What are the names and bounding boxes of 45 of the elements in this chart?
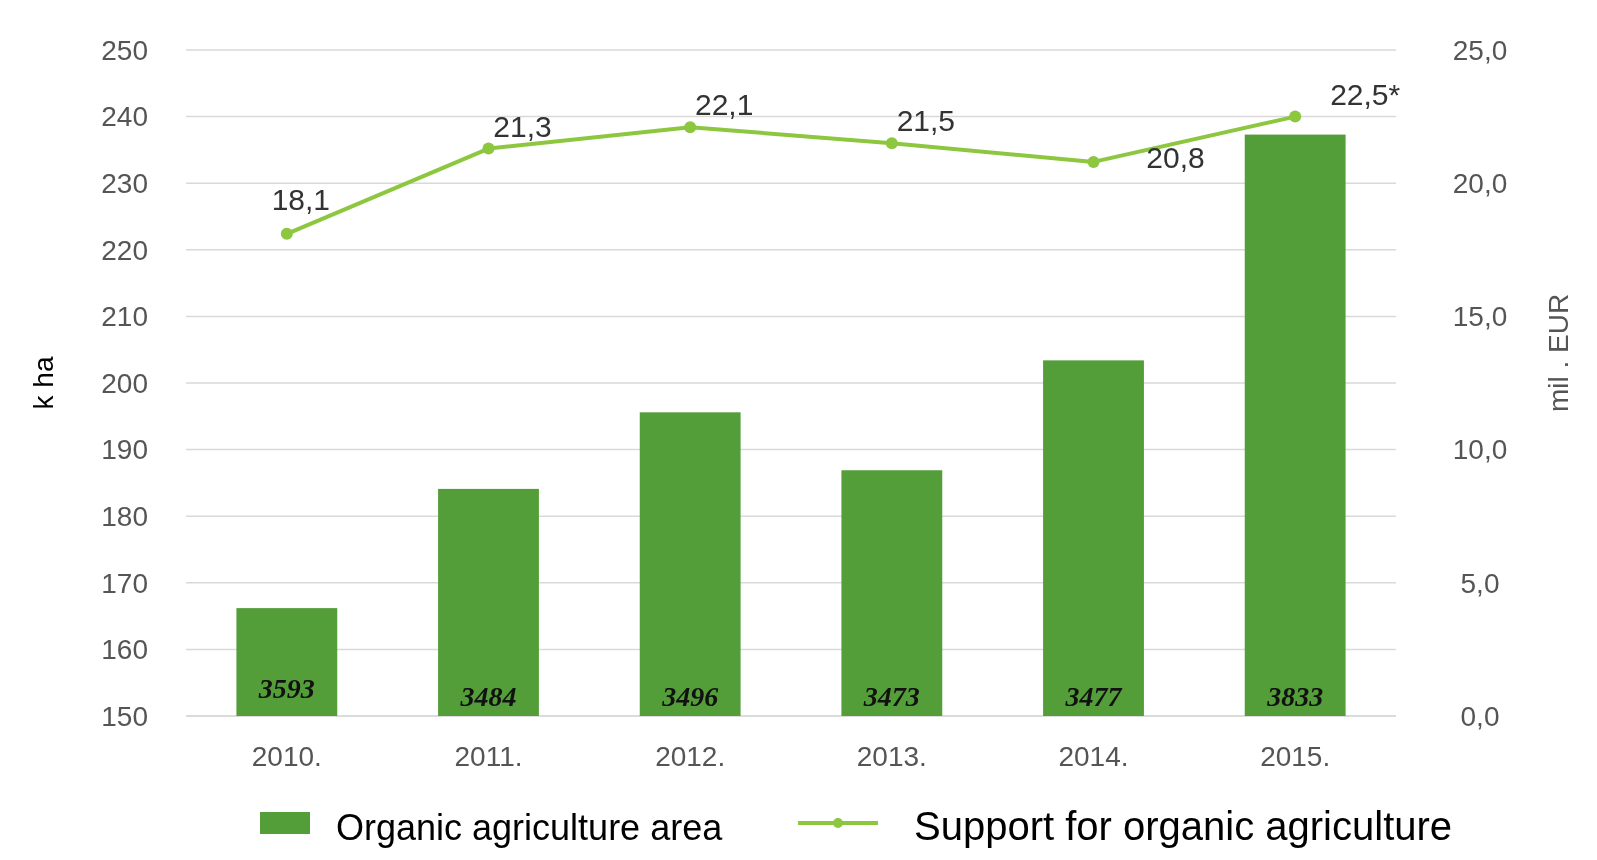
y-tick-label: 180 bbox=[101, 501, 148, 532]
annotation: 3496 bbox=[661, 681, 719, 712]
x-tick-label: 2010. bbox=[251, 741, 322, 772]
y2-tick-label: 15,0 bbox=[1452, 301, 1508, 333]
legend-label: Support for organic agriculture bbox=[914, 804, 1453, 848]
annotation: 3473 bbox=[862, 681, 920, 712]
data-label: 21,5 bbox=[896, 104, 956, 138]
point bbox=[885, 137, 898, 150]
y-tick-label: 210 bbox=[101, 301, 148, 333]
point bbox=[1087, 155, 1100, 168]
x-tick-label: 2015. bbox=[1260, 741, 1331, 772]
y2-tick-label: 10,0 bbox=[1452, 434, 1508, 466]
point bbox=[1289, 110, 1302, 123]
y-tick-label: 190 bbox=[101, 434, 148, 466]
x-tick-label: 2013. bbox=[856, 741, 927, 772]
data-label: 22,5* bbox=[1330, 77, 1401, 111]
data-label: 22,1 bbox=[694, 88, 754, 122]
y-tick-label: 160 bbox=[101, 634, 148, 666]
y2-tick-label: 5,0 bbox=[1460, 567, 1500, 599]
y2-tick-label: 25,0 bbox=[1452, 34, 1508, 66]
y2-tick-label: 0,0 bbox=[1460, 700, 1500, 732]
y-axis-title: k ha bbox=[28, 356, 59, 410]
y-tick-label: 250 bbox=[101, 34, 148, 66]
y-tick-label: 200 bbox=[101, 367, 148, 399]
y2-tick-label: 20,0 bbox=[1452, 168, 1508, 199]
x-tick-label: 2011. bbox=[454, 741, 523, 772]
y2-axis-title: mil . EUR bbox=[1543, 293, 1574, 413]
point bbox=[482, 142, 495, 155]
x-tick-label: 2014. bbox=[1058, 741, 1129, 772]
annotation: 3593 bbox=[257, 673, 315, 704]
annotation: 3833 bbox=[1266, 681, 1324, 712]
point bbox=[280, 227, 293, 240]
y-tick-label: 150 bbox=[101, 700, 148, 732]
data-label: 18,1 bbox=[271, 182, 331, 216]
y-tick-label: 220 bbox=[101, 234, 148, 266]
point bbox=[684, 121, 697, 134]
annotation: 3477 bbox=[1064, 681, 1123, 712]
y-tick-label: 240 bbox=[101, 101, 148, 133]
y-tick-label: 230 bbox=[101, 168, 148, 199]
y-tick-label: 170 bbox=[101, 567, 148, 599]
legend-label: Organic agriculture area bbox=[336, 807, 724, 848]
annotation: 3484 bbox=[459, 681, 517, 712]
data-label: 20,8 bbox=[1146, 140, 1205, 174]
data-label: 21,3 bbox=[493, 109, 552, 143]
x-tick-label: 2012. bbox=[655, 741, 726, 772]
